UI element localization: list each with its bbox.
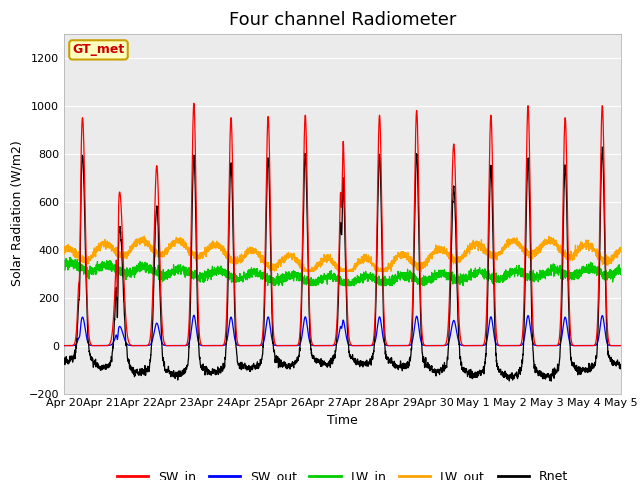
LW_out [617,246,625,252]
Line: SW_in: SW_in [64,103,621,346]
Line: LW_in: LW_in [64,257,621,286]
Rnet [160,362,168,368]
LW_out [161,252,168,258]
Rnet [617,364,625,370]
Rnet [322,361,330,367]
SW_in [617,343,625,348]
Line: LW_out: LW_out [64,236,621,271]
LW_out [499,248,507,253]
SW_out [499,343,507,348]
SW_out [617,343,625,348]
SW_out [160,342,168,348]
LW_in [161,272,168,278]
Y-axis label: Solar Radiation (W/m2): Solar Radiation (W/m2) [10,141,23,287]
Line: Rnet: Rnet [64,147,621,381]
LW_in [468,273,476,279]
LW_in [270,283,278,288]
LW_out [140,233,148,239]
Rnet [467,375,475,381]
Legend: SW_in, SW_out, LW_in, LW_out, Rnet: SW_in, SW_out, LW_in, LW_out, Rnet [112,465,573,480]
LW_in [66,254,74,260]
Rnet [60,356,68,362]
LW_in [60,264,68,270]
LW_out [60,250,68,256]
SW_in [499,343,507,348]
SW_in [436,343,444,348]
Rnet [547,378,555,384]
SW_out [467,343,475,348]
LW_out [298,268,306,274]
LW_out [468,242,476,248]
X-axis label: Time: Time [327,414,358,427]
LW_in [499,272,507,278]
Rnet [598,144,606,150]
LW_in [617,267,625,273]
SW_out [322,343,330,348]
SW_in [160,339,168,345]
Rnet [616,365,624,371]
Line: SW_out: SW_out [64,315,621,346]
Rnet [499,373,506,379]
LW_out [436,245,444,251]
SW_out [60,343,68,348]
LW_out [322,257,330,263]
LW_in [616,270,624,276]
LW_in [436,273,444,279]
SW_out [436,343,444,348]
Text: GT_met: GT_met [72,43,125,56]
LW_in [322,277,330,283]
SW_in [60,343,68,348]
SW_in [616,343,624,348]
SW_out [190,312,198,318]
SW_in [190,100,198,106]
SW_in [322,343,330,348]
SW_out [616,343,624,348]
LW_out [616,244,624,250]
Rnet [436,368,444,373]
Title: Four channel Radiometer: Four channel Radiometer [228,11,456,29]
SW_in [467,343,475,348]
